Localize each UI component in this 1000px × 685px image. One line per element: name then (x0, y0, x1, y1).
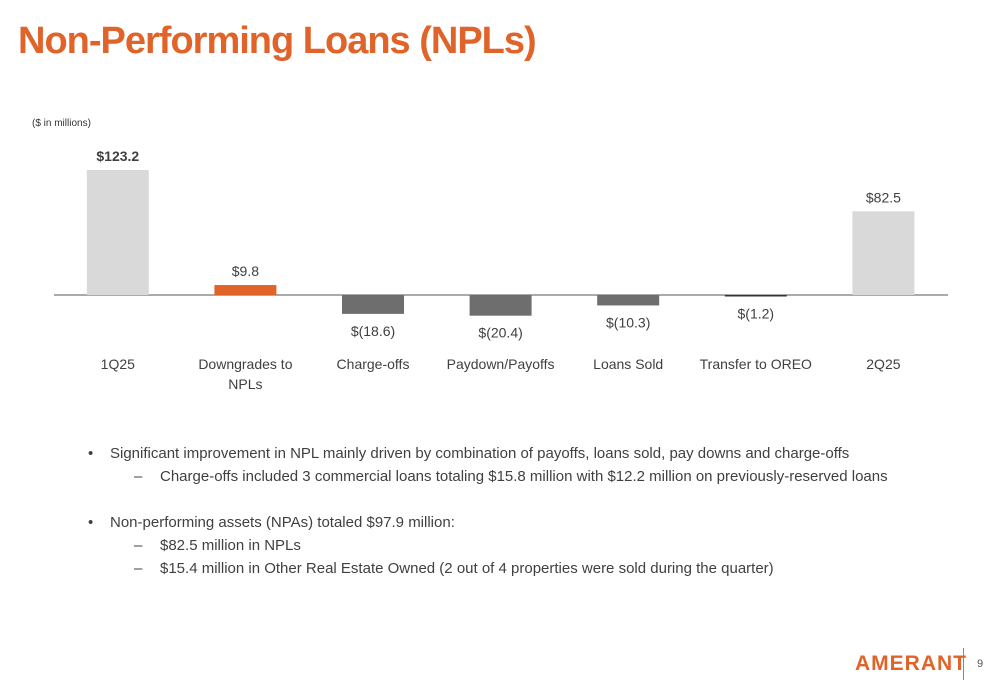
bullet-item: • Non-performing assets (NPAs) totaled $… (88, 511, 888, 534)
bar-2q25 (852, 211, 915, 295)
bullet-text: Significant improvement in NPL mainly dr… (110, 445, 850, 462)
data-label: $(20.4) (478, 325, 522, 341)
dash-icon: – (134, 537, 143, 554)
waterfall-chart: $123.2 1Q25 $9.8 Downgrades to NPLs $(18.6) Ch… (54, 148, 948, 392)
sub-bullet-item: – $82.5 million in NPLs (88, 534, 888, 557)
page-title: Non-Performing Loans (NPLs) (18, 20, 537, 62)
bar-paydown-payoffs (469, 295, 532, 316)
sub-bullet-item: – Charge-offs included 3 commercial loan… (88, 465, 888, 488)
bar-charge-offs (342, 295, 404, 314)
sub-bullet-text: $15.4 million in Other Real Estate Owned… (160, 560, 774, 577)
data-label: $(1.2) (738, 306, 775, 322)
sub-bullet-item: – $15.4 million in Other Real Estate Own… (88, 557, 888, 580)
sub-bullet-text: Charge-offs included 3 commercial loans … (160, 468, 888, 485)
dash-icon: – (134, 468, 143, 485)
data-label: $(18.6) (351, 323, 395, 339)
bullet-text: Non-performing assets (NPAs) totaled $97… (110, 514, 455, 531)
category-label: Loans Sold (593, 356, 663, 372)
sub-bullet-text: $82.5 million in NPLs (160, 537, 301, 554)
bullet-dot-icon: • (88, 514, 94, 531)
page-number: 9 (977, 658, 984, 670)
units-note: ($ in millions) (32, 118, 91, 129)
dash-icon: – (134, 560, 143, 577)
bullet-dot-icon: • (88, 445, 94, 462)
bar-downgrades-to-npls (214, 285, 277, 295)
data-label: $123.2 (96, 148, 139, 164)
data-label: $9.8 (232, 263, 259, 279)
category-label: Downgrades to NPLs (198, 356, 292, 392)
category-label: Charge-offs (337, 356, 410, 372)
amerant-logo: AMERANT (855, 652, 967, 675)
logo-divider (963, 648, 964, 680)
category-label: 2Q25 (866, 356, 900, 372)
category-label: Transfer to OREO (700, 356, 812, 372)
data-label: $82.5 (866, 189, 901, 205)
bullet-list: • Significant improvement in NPL mainly … (88, 442, 888, 580)
data-label: $(10.3) (606, 314, 650, 330)
bullet-item: • Significant improvement in NPL mainly … (88, 442, 888, 465)
bar-transfer-to-oreo (724, 295, 787, 297)
category-label: 1Q25 (101, 356, 135, 372)
category-label: Paydown/Payoffs (447, 356, 555, 372)
bar-loans-sold (597, 295, 660, 306)
bar-1q25 (86, 170, 149, 295)
